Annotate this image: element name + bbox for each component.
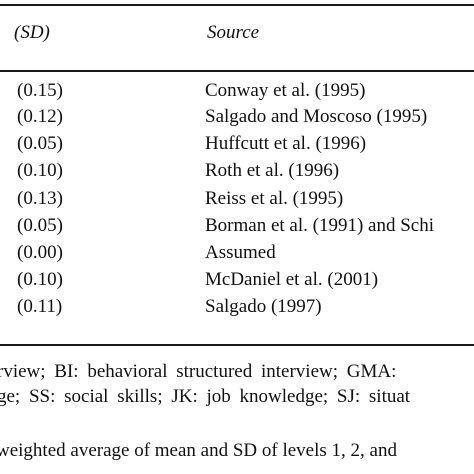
table-bottom-rule [0, 344, 474, 346]
sd-cell: (0.10) [17, 269, 63, 290]
table-note-line: ge; SS: social skills; JK: job knowledge… [0, 386, 411, 407]
table-row: (0.10) Roth et al. (1996) [0, 160, 474, 186]
sd-cell: (0.11) [17, 296, 63, 317]
table-row: (0.05) Borman et al. (1991) and Schi [0, 215, 474, 241]
source-cell: Assumed [205, 242, 276, 263]
table-row: (0.00) Assumed [0, 242, 474, 268]
sd-cell: (0.05) [17, 133, 63, 154]
source-cell: Salgado and Moscoso (1995) [205, 106, 428, 127]
source-cell: Conway et al. (1995) [205, 80, 366, 101]
table-top-rule [0, 4, 474, 6]
source-cell: Reiss et al. (1995) [205, 188, 344, 209]
table-note-line: rview; BI: behavioral structured intervi… [0, 361, 397, 382]
source-cell: Roth et al. (1996) [205, 160, 340, 181]
table-note-line: weighted average of mean and SD of level… [0, 440, 397, 461]
sd-cell: (0.00) [17, 242, 63, 263]
table-row: (0.10) McDaniel et al. (2001) [0, 269, 474, 295]
source-cell: Borman et al. (1991) and Schi [205, 215, 435, 236]
sd-cell: (0.10) [17, 160, 63, 181]
table-row: (0.11) Salgado (1997) [0, 296, 474, 322]
table-row: (0.12) Salgado and Moscoso (1995) [0, 106, 474, 132]
sd-cell: (0.15) [17, 80, 63, 101]
sd-cell: (0.13) [17, 188, 63, 209]
source-cell: Huffcutt et al. (1996) [205, 133, 367, 154]
sd-cell: (0.05) [17, 215, 63, 236]
sd-cell: (0.12) [17, 106, 63, 127]
column-header-sd: (SD) [14, 22, 50, 43]
table-row: (0.05) Huffcutt et al. (1996) [0, 133, 474, 159]
source-cell: McDaniel et al. (2001) [205, 269, 379, 290]
column-header-source: Source [207, 22, 260, 43]
source-cell: Salgado (1997) [205, 296, 322, 317]
table-row: (0.13) Reiss et al. (1995) [0, 188, 474, 214]
table-row: (0.15) Conway et al. (1995) [0, 80, 474, 106]
table-header-rule [0, 70, 474, 72]
